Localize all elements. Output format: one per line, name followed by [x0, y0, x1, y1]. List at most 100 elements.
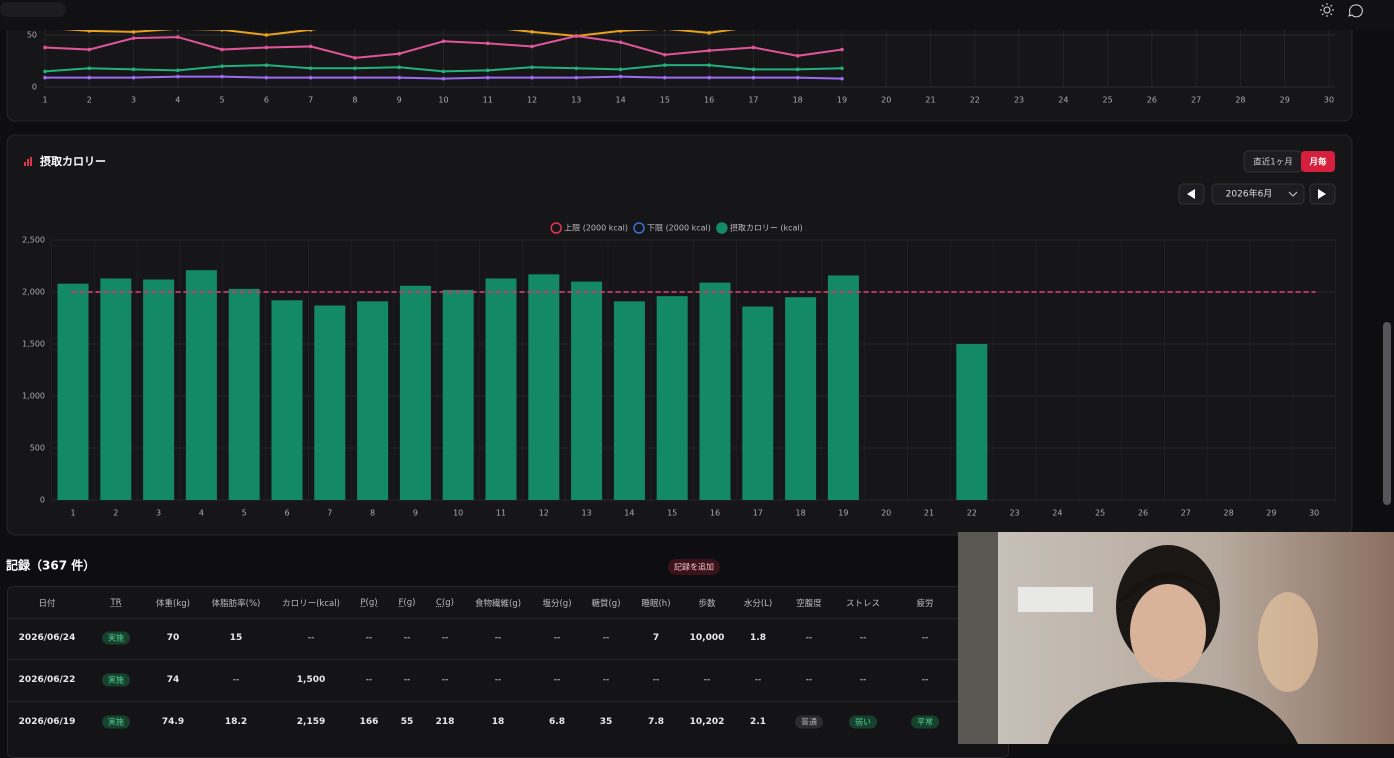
- table-cell: 10,202: [689, 717, 725, 727]
- x-tick-label: 16: [710, 509, 720, 518]
- point: [264, 63, 269, 67]
- bar: [357, 301, 389, 500]
- x-tick-label: 8: [370, 509, 375, 518]
- column-header[interactable]: C(g): [436, 598, 454, 608]
- bar: [528, 274, 560, 500]
- table-cell: --: [365, 675, 373, 685]
- bar: [143, 279, 175, 500]
- x-tick-label: 19: [838, 509, 848, 518]
- column-header[interactable]: P(g): [360, 598, 378, 608]
- point: [441, 69, 446, 74]
- table-cell: 弱い: [849, 715, 877, 729]
- webcam-image: [958, 532, 1394, 744]
- column-header[interactable]: 日付: [38, 599, 56, 609]
- table-cell: 18: [491, 717, 505, 727]
- column-header[interactable]: 糖質(g): [591, 599, 621, 609]
- point: [707, 63, 711, 67]
- x-tick-label: 8: [352, 96, 357, 105]
- x-tick-label: 12: [527, 96, 537, 105]
- search-box[interactable]: [0, 2, 66, 17]
- point: [530, 65, 534, 70]
- point: [485, 41, 490, 46]
- x-tick-label: 18: [793, 96, 803, 105]
- column-header[interactable]: 体脂肪率(%): [211, 599, 261, 609]
- bar: [656, 296, 688, 500]
- legend-marker: [716, 222, 728, 234]
- x-tick-label: 25: [1095, 509, 1105, 518]
- range-button-label[interactable]: 月毎: [1308, 157, 1327, 168]
- table-cell: --: [805, 675, 813, 685]
- column-header[interactable]: 食物繊維(g): [474, 599, 522, 609]
- x-tick-label: 23: [1014, 96, 1024, 105]
- table-cell: --: [921, 633, 929, 643]
- table-cell: 1,500: [296, 675, 326, 685]
- add-record-label[interactable]: 記録を追加: [674, 562, 714, 572]
- bar: [785, 297, 817, 500]
- point: [264, 75, 269, 80]
- bar: [185, 270, 217, 500]
- bar: [100, 278, 132, 500]
- column-header[interactable]: TR: [110, 598, 122, 608]
- month-label[interactable]: 2026年6月: [1226, 188, 1273, 200]
- x-tick-label: 7: [327, 509, 332, 518]
- x-tick-label: 5: [242, 509, 247, 518]
- point: [43, 69, 47, 74]
- range-button-active[interactable]: [1301, 151, 1335, 172]
- point: [707, 75, 711, 80]
- column-header[interactable]: ストレス: [845, 599, 881, 609]
- table-cell: 実施: [102, 673, 130, 687]
- column-header[interactable]: カロリー(kcal): [282, 599, 340, 609]
- table-cell: 74: [166, 675, 180, 685]
- x-tick-label: 6: [284, 509, 289, 518]
- column-header[interactable]: 睡眠(h): [641, 599, 671, 609]
- legend-label: 下限 (2000 kcal): [647, 224, 711, 233]
- y-tick-label: 500: [30, 444, 45, 453]
- column-header[interactable]: F(g): [398, 598, 416, 608]
- point: [87, 66, 92, 71]
- table-cell: 166: [359, 717, 379, 727]
- point: [220, 47, 224, 52]
- point: [574, 34, 579, 38]
- column-header[interactable]: 体重(kg): [156, 599, 190, 609]
- point: [131, 30, 136, 34]
- bar: [571, 281, 603, 500]
- point: [87, 75, 92, 80]
- bar: [699, 282, 731, 500]
- column-header[interactable]: 空腹度: [796, 599, 822, 609]
- chat-icon[interactable]: [1348, 4, 1363, 18]
- table-cell: --: [553, 633, 561, 643]
- bar: [827, 275, 859, 500]
- x-tick-label: 30: [1324, 96, 1334, 105]
- point: [264, 33, 269, 37]
- x-tick-label: 27: [1191, 96, 1201, 105]
- bar: [228, 288, 260, 500]
- x-tick-label: 22: [970, 96, 980, 105]
- top-chart-panel: [6, 0, 1353, 122]
- x-tick-label: 20: [881, 96, 891, 105]
- column-header[interactable]: 塩分(g): [542, 599, 572, 609]
- table-cell: 1.8: [750, 633, 766, 643]
- x-tick-label: 26: [1147, 96, 1157, 105]
- add-record-button[interactable]: [668, 559, 720, 575]
- bar: [613, 301, 645, 500]
- legend-marker: [633, 222, 645, 234]
- point: [176, 35, 180, 39]
- column-header[interactable]: 歩数: [698, 599, 716, 609]
- point: [840, 76, 844, 81]
- table-cell: --: [441, 633, 449, 643]
- x-tick-label: 29: [1266, 509, 1276, 518]
- y-tick-label: 2,000: [22, 288, 45, 297]
- column-header[interactable]: 疲労: [916, 599, 934, 609]
- scrollbar-thumb[interactable]: [1383, 322, 1391, 505]
- x-tick-label: 13: [571, 96, 581, 105]
- theme-icon[interactable]: [1323, 6, 1331, 14]
- x-tick-label: 28: [1235, 96, 1245, 105]
- column-header[interactable]: 水分(L): [743, 599, 773, 609]
- x-tick-label: 14: [624, 509, 634, 518]
- point: [663, 63, 667, 67]
- range-button-label[interactable]: 直近1ヶ月: [1253, 157, 1292, 168]
- month-select[interactable]: [1211, 183, 1305, 205]
- date-cell: 2026/06/22: [18, 675, 76, 685]
- bar: [57, 283, 89, 500]
